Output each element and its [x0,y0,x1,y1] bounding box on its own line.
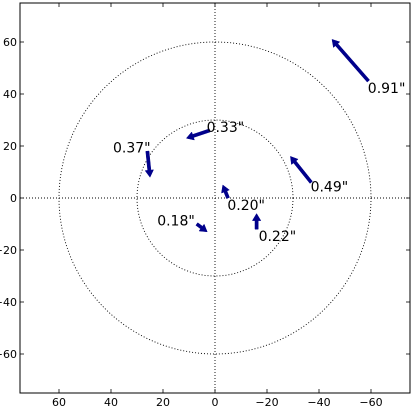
reference-grid [20,3,410,393]
vector-labels: 0.91" 0.33" 0.37" 0.49" 0.20" 0.18" 0.22" [113,81,405,245]
vector-arrow-2 [185,128,211,141]
y-tick-label: −40 [0,296,17,309]
reference-circle-60 [58,41,372,355]
x-tick-label: 60 [52,396,66,409]
x-tick-label: −60 [359,396,382,409]
x-tick-label: 20 [156,396,170,409]
x-tick-label: −40 [307,396,330,409]
y-tick-label: 60 [3,36,17,49]
y-tick-label: 0 [10,192,17,205]
vector-arrows [144,39,370,233]
vector-arrow-3 [144,150,154,178]
vector-label-7: 0.22" [259,229,297,245]
vector-arrow-5 [221,184,230,199]
vector-label-1: 0.91" [368,81,406,97]
y-tick-label: −60 [0,348,17,361]
y-tick-label: 40 [3,88,17,101]
vector-label-4: 0.49" [311,180,349,196]
x-tick-label: −20 [255,396,278,409]
vector-arrow-4 [290,156,313,184]
vector-arrow-6 [195,222,208,233]
vector-label-3: 0.37" [113,141,151,157]
x-tick-label: 40 [104,396,118,409]
axis-ticks: 60 40 20 0 −20 −40 −60 60 40 20 0 −20 −40 −60 [0,3,410,409]
y-tick-label: 20 [3,140,17,153]
y-tick-label: −20 [0,244,17,257]
reference-circle-30 [136,119,294,277]
vector-label-5: 0.20" [227,198,265,214]
vector-arrow-1 [331,39,370,83]
vector-arrow-7 [251,213,262,230]
vector-label-6: 0.18" [157,213,195,229]
vector-label-2: 0.33" [207,120,245,136]
x-tick-label: 0 [212,396,219,409]
